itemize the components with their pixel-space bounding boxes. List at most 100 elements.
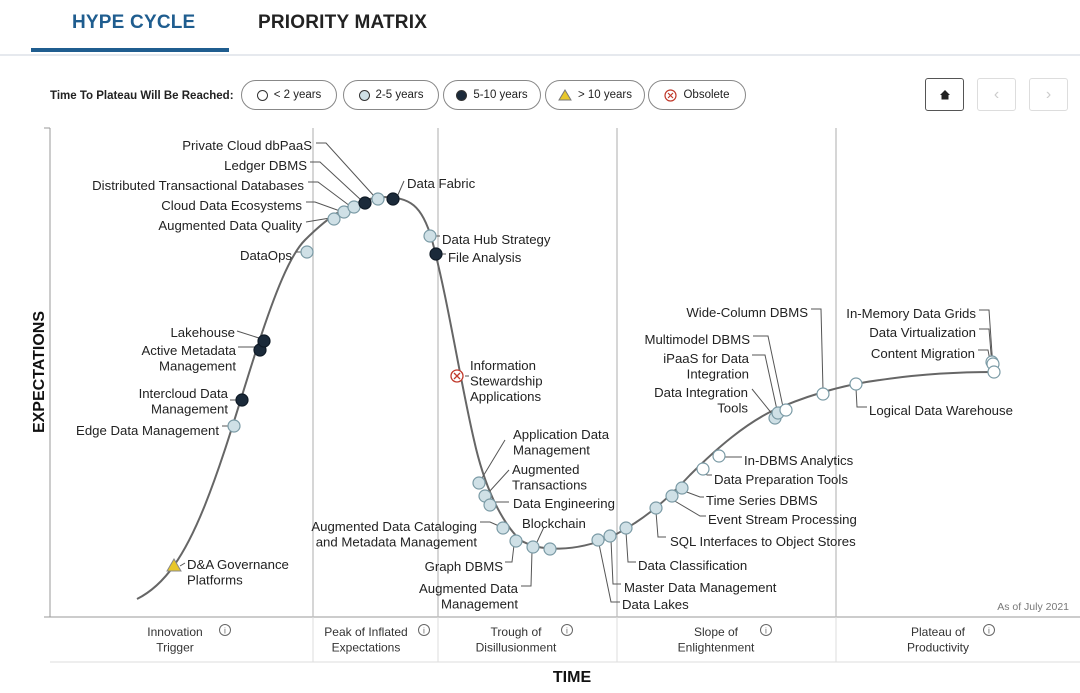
info-icon[interactable]: i (760, 624, 772, 636)
tech-label: Data Classification (638, 558, 747, 573)
leader-line (855, 387, 867, 408)
tech-label: D&A Governance Platforms (187, 557, 289, 588)
tech-label: In-DBMS Analytics (744, 453, 854, 468)
tab-hype-cycle[interactable]: HYPE CYCLE (72, 12, 196, 33)
tech-marker (496, 521, 510, 535)
leader-line (610, 539, 621, 585)
phase-label: Trough of Disillusionment (476, 625, 557, 655)
legend-title: Time To Plateau Will Be Reached: (50, 90, 234, 102)
tech-label: Augmented Data Quality (158, 218, 302, 233)
tech-marker (227, 419, 241, 433)
tech-label: Logical Data Warehouse (869, 403, 1013, 418)
tech-label: SQL Interfaces to Object Stores (670, 534, 856, 549)
prev-button[interactable]: ‹ (977, 78, 1016, 111)
tech-marker (987, 365, 1001, 379)
info-icon-circle (418, 624, 430, 636)
leader-line (236, 330, 263, 340)
leader-line (480, 521, 500, 527)
legend-filter-obsolete[interactable]: Obsolete (648, 80, 746, 110)
info-icon-glyph: i (765, 626, 767, 636)
tech-label: Wide-Column DBMS (686, 305, 808, 320)
tech-marker (235, 393, 249, 407)
leader-line (521, 550, 533, 587)
triangle-icon (558, 89, 572, 101)
legend-label: 2-5 years (375, 89, 424, 101)
info-icon[interactable]: i (983, 624, 995, 636)
tech-marker (472, 476, 486, 490)
tech-marker (849, 377, 863, 391)
tech-label: Time Series DBMS (706, 493, 818, 508)
tech-label: Data Fabric (407, 176, 476, 191)
tech-label: Data Engineering (513, 496, 615, 511)
leader-line (306, 201, 341, 212)
tab-priority-matrix[interactable]: PRIORITY MATRIX (258, 12, 428, 33)
leader-line (179, 562, 186, 567)
tech-marker (166, 558, 182, 572)
tech-label: Multimodel DBMS (644, 332, 750, 347)
tech-label: Information Stewardship Applications (470, 358, 543, 404)
info-icon-circle (219, 624, 231, 636)
tab-bar: HYPE CYCLE PRIORITY MATRIX (0, 0, 1080, 56)
tech-label: Ledger DBMS (224, 158, 307, 173)
tech-label: Edge Data Management (76, 423, 219, 438)
legend-label: > 10 years (577, 89, 633, 101)
leader-line (481, 439, 506, 479)
phase-label: Peak of Inflated Expectations (324, 625, 407, 655)
tech-label: Data Hub Strategy (442, 232, 551, 247)
info-icon[interactable]: i (219, 624, 231, 636)
leader-line (505, 544, 515, 563)
info-icon-glyph: i (566, 626, 568, 636)
next-button[interactable]: › (1029, 78, 1068, 111)
phase-label: Innovation Trigger (147, 625, 202, 655)
tech-label: Data Preparation Tools (714, 472, 848, 487)
tech-label: Event Stream Processing (708, 512, 857, 527)
y-axis-title: EXPECTATIONS (31, 311, 48, 433)
tech-label: Cloud Data Ecosystems (161, 198, 302, 213)
home-icon (939, 90, 950, 100)
tech-label: iPaaS for Data Integration (663, 351, 749, 382)
leader-line (753, 335, 784, 408)
legend-label: < 2 years (273, 89, 322, 101)
leader-line (979, 309, 994, 369)
tech-marker (300, 245, 314, 259)
dark-circle-icon (456, 89, 468, 101)
legend-label: 5-10 years (473, 89, 528, 101)
tech-label: Data Lakes (622, 597, 689, 612)
tech-label: Application Data Management (513, 427, 610, 458)
x-circle-icon (664, 88, 678, 102)
tech-label: Blockchain (522, 516, 586, 531)
legend-filter-2to5[interactable]: 2-5 years (343, 80, 439, 110)
open-circle-icon (256, 89, 268, 101)
tech-label: Private Cloud dbPaaS (182, 138, 312, 153)
info-icon-circle (760, 624, 772, 636)
tech-label: File Analysis (448, 250, 522, 265)
legend-label: Obsolete (683, 89, 730, 101)
tech-label: DataOps (240, 248, 292, 263)
tech-marker (543, 542, 557, 556)
x-mark (453, 372, 461, 380)
home-button[interactable] (925, 78, 964, 111)
chevron-left-icon: ‹ (993, 85, 1000, 103)
info-icon[interactable]: i (561, 624, 573, 636)
tech-marker (347, 200, 361, 214)
leader-line (305, 217, 331, 223)
leader-line (396, 180, 405, 198)
tech-marker (386, 192, 400, 206)
tech-label: Augmented Data Management (419, 581, 519, 612)
info-icon-glyph: i (224, 626, 226, 636)
legend-filter-gt10[interactable]: > 10 years (545, 80, 645, 110)
tech-marker (423, 229, 437, 243)
leader-line (308, 181, 351, 207)
legend-filter-lt2[interactable]: < 2 years (241, 80, 337, 110)
info-icon[interactable]: i (418, 624, 430, 636)
tech-marker (675, 481, 689, 495)
info-icon-glyph: i (988, 626, 990, 636)
legend-filter-5to10[interactable]: 5-10 years (443, 80, 541, 110)
light-circle-icon (358, 89, 370, 101)
tech-label: Content Migration (871, 346, 975, 361)
tech-marker (619, 521, 633, 535)
tech-label: Active Metadata Management (141, 343, 236, 374)
phase-label: Plateau of Productivity (907, 625, 969, 655)
tech-label: Data Integration Tools (654, 385, 748, 416)
